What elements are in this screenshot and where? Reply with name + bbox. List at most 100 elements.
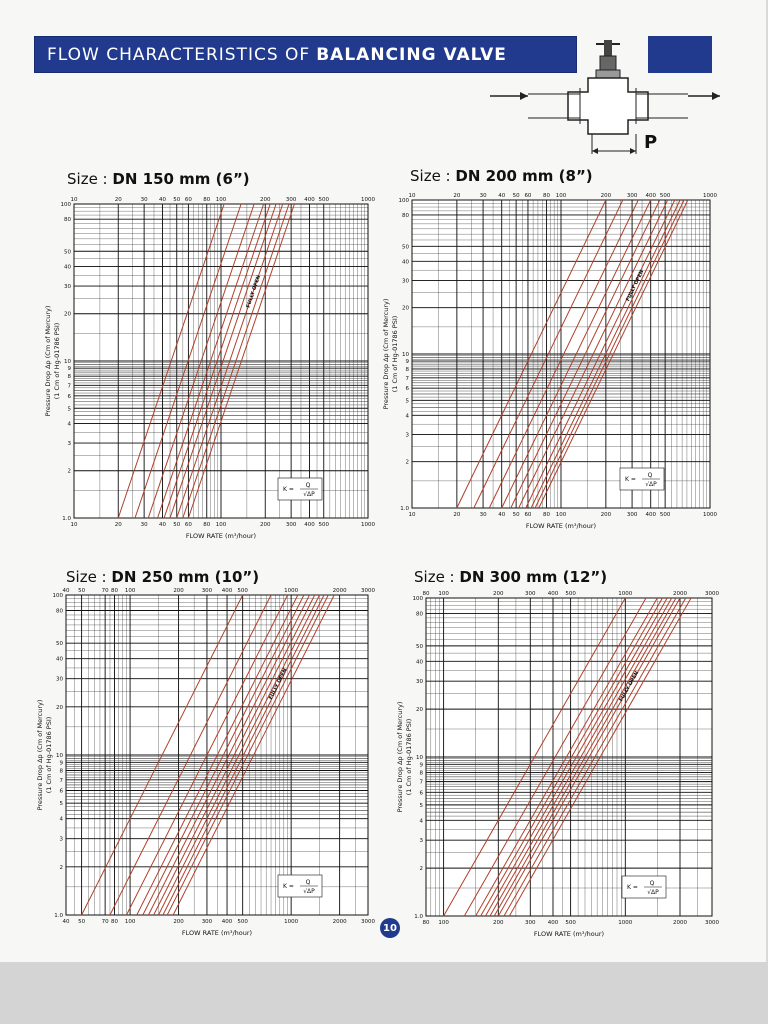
chart-dn200: 10 10 20 20 30 30 40 40 50 50 60 60 80 80 100 100 200 200… [382, 193, 717, 530]
chart-dn150: 10 10 20 20 30 30 40 40 50 50 60 60 80 80 100 100 200 200… [44, 197, 375, 540]
x-tick-label-top: 20 [115, 197, 122, 203]
x-tick-label: 80 [423, 920, 430, 926]
x-tick-label-top: 20 [453, 193, 460, 199]
x-tick-label: 500 [660, 512, 671, 518]
y-axis-label: Pressure Drop Δp (Cm of Mercury) [36, 700, 44, 811]
y-tick-label: 4 [406, 413, 410, 419]
x-axis-label: FLOW RATE (m³/hour) [182, 929, 252, 937]
x-tick-label-top: 300 [525, 591, 536, 597]
y-tick-label: 3 [420, 838, 424, 844]
x-tick-label: 500 [318, 522, 329, 528]
y-tick-label: 5 [60, 801, 64, 807]
formula-q: Q [648, 472, 653, 479]
formula-sqrt-dp: √ΔP [647, 889, 659, 896]
series-line-9 [503, 597, 687, 917]
y-tick-label: 20 [416, 707, 423, 713]
x-tick-label-top: 200 [260, 197, 271, 203]
y-tick-label: 40 [402, 259, 409, 265]
series-line-2 [473, 199, 624, 509]
y-tick-label: 4 [60, 817, 64, 823]
x-tick-label-top: 3000 [361, 588, 375, 594]
x-tick-label: 400 [645, 512, 656, 518]
y-tick-label: 8 [60, 769, 64, 775]
series-group [456, 199, 689, 509]
x-tick-label: 20 [115, 522, 122, 528]
y-tick-label: 9 [406, 359, 410, 365]
y-tick-label: 100 [399, 198, 410, 204]
x-tick-label-top: 80 [543, 193, 550, 199]
series-line-4 [480, 597, 663, 917]
x-tick-label-top: 40 [498, 193, 505, 199]
x-tick-label: 3000 [705, 920, 719, 926]
y-axis-label-unit: (1 Cm of Hg-01786 PSI) [53, 323, 61, 400]
series-line-10 [538, 199, 689, 509]
formula-sqrt-dp: √ΔP [645, 481, 657, 488]
x-tick-label-top: 80 [203, 197, 210, 203]
y-tick-label: 9 [60, 760, 64, 766]
y-tick-label: 3 [60, 837, 64, 843]
y-tick-label: 5 [68, 406, 72, 412]
x-tick-label-top: 70 [102, 588, 109, 594]
x-tick-label: 400 [304, 522, 315, 528]
formula-q: Q [306, 879, 311, 886]
grid-lines [73, 203, 369, 519]
x-tick-label-top: 500 [660, 193, 671, 199]
x-tick-label: 30 [480, 512, 487, 518]
x-tick-label-top: 80 [111, 588, 118, 594]
y-tick-label: 8 [420, 770, 424, 776]
x-tick-label: 200 [493, 920, 504, 926]
x-tick-label-top: 500 [318, 197, 329, 203]
x-tick-label: 30 [141, 522, 148, 528]
series-line-11 [172, 594, 335, 916]
series-line-9 [534, 199, 685, 509]
x-tick-label-top: 80 [423, 591, 430, 597]
y-tick-label: 3 [406, 433, 410, 439]
series-line-4 [157, 203, 265, 519]
x-tick-label: 50 [78, 919, 85, 925]
x-tick-label: 80 [111, 919, 118, 925]
y-tick-label: 6 [60, 788, 64, 794]
series-line-6 [169, 203, 277, 519]
formula-sqrt-dp: √ΔP [303, 491, 315, 498]
x-tick-label: 100 [125, 919, 136, 925]
x-tick-label-top: 2000 [333, 588, 347, 594]
x-tick-label: 300 [627, 512, 638, 518]
x-tick-label: 60 [524, 512, 531, 518]
formula-k: K = [283, 883, 294, 890]
y-tick-label: 1.0 [62, 516, 71, 522]
x-tick-label: 10 [71, 522, 78, 528]
series-line-7 [176, 203, 284, 519]
y-tick-label: 6 [406, 386, 410, 392]
series-line-4 [501, 199, 652, 509]
series-line-7 [493, 597, 677, 917]
x-tick-label-top: 1000 [284, 588, 298, 594]
x-tick-label-top: 40 [63, 588, 70, 594]
formula-k: K = [283, 486, 294, 493]
x-tick-label: 500 [565, 920, 576, 926]
x-tick-label: 50 [173, 522, 180, 528]
y-tick-label: 7 [60, 778, 64, 784]
x-tick-label: 400 [222, 919, 233, 925]
x-tick-label: 50 [513, 512, 520, 518]
x-tick-label: 300 [286, 522, 297, 528]
series-line-8 [497, 597, 681, 917]
y-tick-label: 7 [406, 376, 410, 382]
series-line-8 [182, 203, 290, 519]
formula-k: K = [625, 476, 636, 483]
series-group [443, 597, 692, 917]
y-axis-label-unit: (1 Cm of Hg-01786 PSI) [45, 717, 53, 794]
x-tick-label: 100 [216, 522, 227, 528]
series-line-5 [163, 203, 271, 519]
x-tick-label-top: 200 [173, 588, 184, 594]
y-tick-label: 2 [420, 866, 424, 872]
x-tick-label: 1000 [284, 919, 298, 925]
x-tick-label-top: 60 [185, 197, 192, 203]
y-tick-label: 3 [68, 441, 72, 447]
x-tick-label: 300 [525, 920, 536, 926]
y-tick-label: 8 [68, 374, 72, 380]
x-tick-label-top: 1000 [361, 197, 375, 203]
y-tick-label: 20 [402, 306, 409, 312]
x-tick-label-top: 50 [173, 197, 180, 203]
series-line-5 [510, 199, 661, 509]
y-tick-label: 10 [56, 753, 63, 759]
